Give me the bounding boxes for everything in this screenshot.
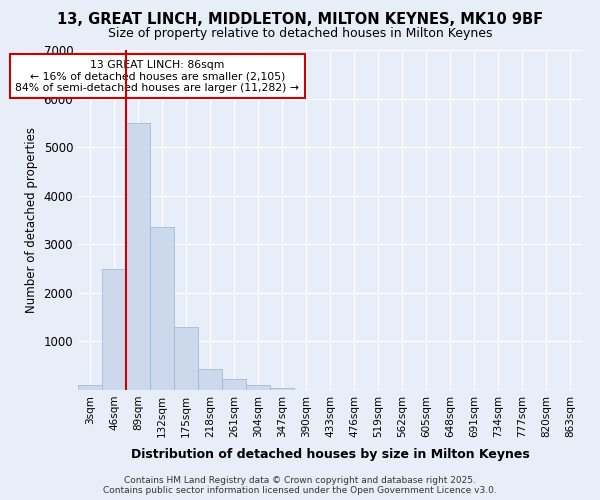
- Text: Contains HM Land Registry data © Crown copyright and database right 2025.
Contai: Contains HM Land Registry data © Crown c…: [103, 476, 497, 495]
- Text: 13 GREAT LINCH: 86sqm
← 16% of detached houses are smaller (2,105)
84% of semi-d: 13 GREAT LINCH: 86sqm ← 16% of detached …: [15, 60, 299, 93]
- Y-axis label: Number of detached properties: Number of detached properties: [25, 127, 38, 313]
- Bar: [222, 380, 246, 390]
- Bar: [246, 385, 270, 390]
- Text: 13, GREAT LINCH, MIDDLETON, MILTON KEYNES, MK10 9BF: 13, GREAT LINCH, MIDDLETON, MILTON KEYNE…: [57, 12, 543, 28]
- Text: Size of property relative to detached houses in Milton Keynes: Size of property relative to detached ho…: [108, 28, 492, 40]
- Bar: [102, 268, 126, 390]
- Bar: [150, 228, 174, 390]
- Bar: [78, 385, 102, 390]
- Bar: [198, 369, 222, 390]
- Bar: [174, 327, 198, 390]
- Bar: [270, 388, 294, 390]
- Bar: [126, 123, 150, 390]
- X-axis label: Distribution of detached houses by size in Milton Keynes: Distribution of detached houses by size …: [131, 448, 529, 461]
